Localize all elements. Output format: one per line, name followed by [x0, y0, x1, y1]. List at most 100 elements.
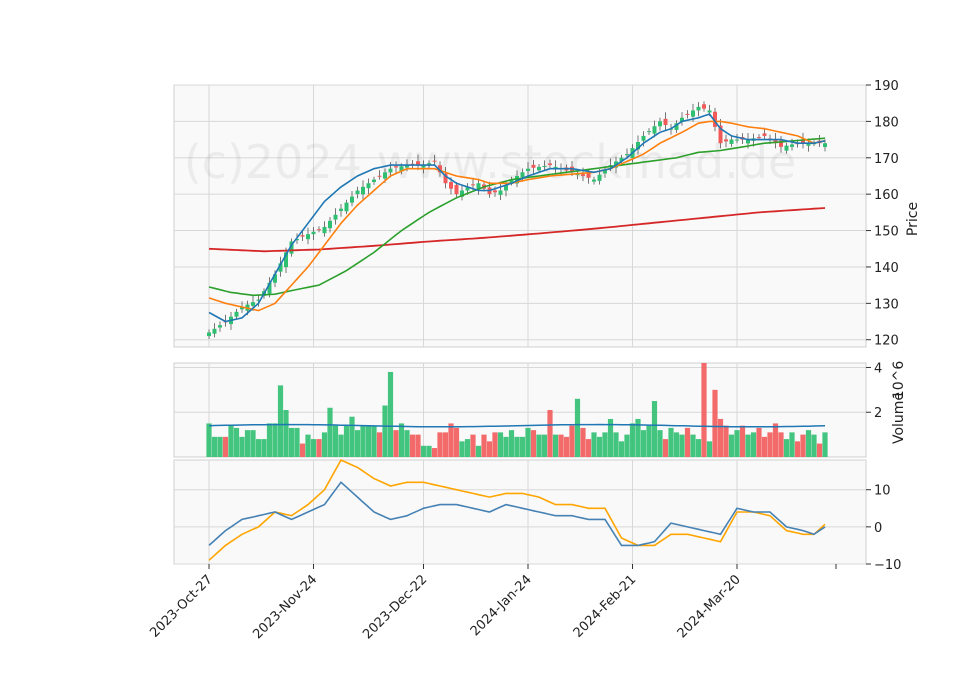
- candle-body: [438, 165, 442, 173]
- candle-body: [306, 234, 310, 240]
- volume-bar: [464, 439, 471, 457]
- grid-lines: [174, 84, 866, 565]
- volume-bar: [794, 441, 801, 457]
- volume-bar: [211, 436, 218, 457]
- volume-bar: [437, 432, 443, 457]
- volume-bar: [321, 432, 328, 457]
- candle-body: [328, 220, 332, 229]
- volume-bar: [646, 425, 652, 457]
- candle-body: [718, 125, 723, 144]
- signal-line: [208, 458, 826, 561]
- candle-body: [608, 165, 613, 167]
- candle-body: [542, 165, 547, 167]
- volume-bar: [783, 439, 790, 457]
- candle-body: [603, 169, 607, 174]
- macd-ytick-label: −10: [874, 558, 901, 573]
- volume-bar: [508, 430, 515, 457]
- volume-bar: [530, 430, 537, 457]
- volume-bar: [349, 416, 355, 457]
- candle-body: [427, 163, 431, 166]
- candle-body: [416, 161, 420, 166]
- candle-body: [344, 202, 349, 212]
- candle-body: [240, 306, 244, 310]
- volume-bar: [800, 434, 806, 457]
- volume-bar: [255, 439, 262, 457]
- volume-bar: [695, 439, 702, 457]
- candle-body: [443, 173, 448, 184]
- candle-body: [526, 168, 530, 172]
- volume-bar: [558, 434, 564, 457]
- ma-line-4: [208, 207, 826, 253]
- volume-ylabel: Volume: [891, 392, 907, 444]
- volume-bar: [541, 434, 548, 457]
- candle-body: [806, 143, 811, 146]
- candle-body: [729, 139, 734, 144]
- macd-ytick-label: 0: [874, 521, 882, 536]
- candle-body: [691, 110, 695, 117]
- ma-line-2: [208, 120, 826, 312]
- candle-body: [702, 104, 706, 109]
- candle-body: [218, 325, 222, 328]
- candle-body: [674, 123, 679, 130]
- price-ytick-label: 120: [874, 334, 899, 349]
- volume-bar: [805, 430, 812, 457]
- volume-bar: [657, 430, 663, 457]
- volume-bar: [316, 439, 322, 457]
- candle-body: [553, 166, 558, 169]
- candle-body: [773, 139, 778, 144]
- volume-ytick-label: 2: [874, 406, 882, 421]
- macd-layer: [208, 458, 826, 561]
- candle-body: [509, 179, 514, 183]
- candle-body: [295, 239, 299, 241]
- x-tick-label: 2023-Oct-27: [147, 572, 215, 640]
- volume-bar: [250, 430, 256, 457]
- price-ytick-label: 130: [874, 297, 899, 312]
- volume-bar: [299, 443, 306, 457]
- price-ytick-label: 150: [874, 225, 899, 240]
- candle-body: [641, 135, 646, 141]
- candle-body: [361, 186, 365, 195]
- volume-bar: [580, 427, 586, 457]
- volume-bar: [613, 432, 619, 457]
- candle-body: [537, 166, 541, 171]
- macd-line: [208, 481, 826, 547]
- candle-body: [823, 143, 827, 148]
- volume-bar: [651, 401, 658, 457]
- volume-bar: [635, 418, 641, 457]
- candle-body: [784, 145, 789, 151]
- candle-body: [207, 332, 211, 337]
- volume-bar: [745, 434, 751, 457]
- volume-bar: [701, 363, 707, 457]
- volume-bar: [569, 425, 575, 457]
- candle-body: [300, 235, 305, 237]
- candle-body: [284, 252, 288, 268]
- ma-line-3: [208, 137, 826, 297]
- candle-body: [388, 168, 393, 173]
- volume-bar: [789, 432, 795, 457]
- volume-bar: [272, 423, 278, 457]
- candle-body: [647, 131, 651, 133]
- volume-bar: [288, 427, 295, 457]
- volume-ytick-label: 4: [874, 361, 882, 376]
- candle-body: [278, 263, 283, 272]
- candle-body: [498, 190, 503, 195]
- volume-bar: [415, 434, 421, 457]
- volume-bar: [294, 427, 300, 457]
- candle-body: [757, 137, 761, 139]
- volume-bar: [717, 418, 724, 457]
- candle-body: [531, 164, 536, 168]
- volume-bar: [343, 425, 350, 457]
- volume-bar: [772, 423, 779, 457]
- volume-bar: [497, 432, 504, 457]
- volume-bar: [382, 405, 388, 457]
- volume-bar: [442, 432, 449, 457]
- candle-body: [680, 117, 684, 122]
- candle-body: [636, 142, 640, 150]
- volume-bar: [239, 436, 245, 457]
- candle-body: [707, 110, 712, 113]
- volume-bar: [624, 434, 630, 457]
- volume-bar: [816, 443, 823, 457]
- candle-body: [570, 166, 574, 173]
- candle-body: [658, 121, 662, 127]
